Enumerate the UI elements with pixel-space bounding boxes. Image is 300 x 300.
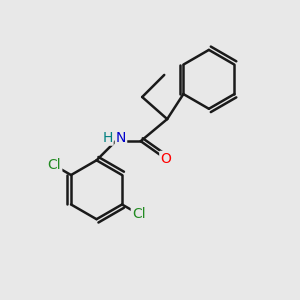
Text: H: H bbox=[102, 130, 112, 145]
Text: O: O bbox=[160, 152, 171, 166]
Text: Cl: Cl bbox=[132, 207, 145, 221]
Text: Cl: Cl bbox=[48, 158, 61, 172]
Text: N: N bbox=[116, 130, 126, 145]
